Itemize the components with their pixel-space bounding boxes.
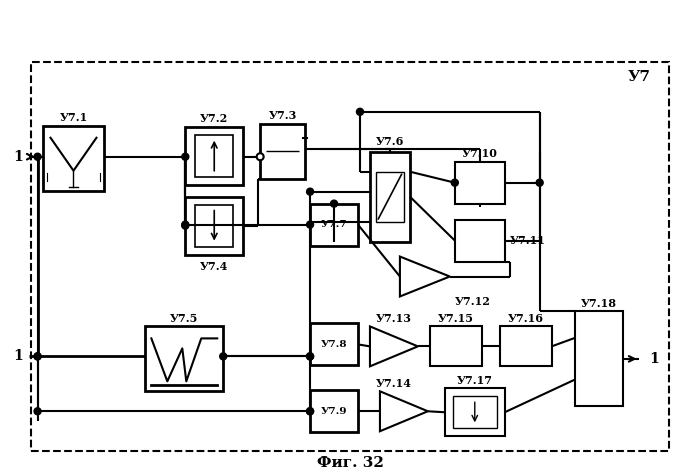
Circle shape xyxy=(307,408,314,415)
Circle shape xyxy=(34,408,41,415)
Circle shape xyxy=(307,353,314,360)
Bar xyxy=(43,126,104,191)
Circle shape xyxy=(34,153,41,160)
Text: У7.18: У7.18 xyxy=(580,298,617,309)
Circle shape xyxy=(356,108,363,115)
Circle shape xyxy=(182,153,189,160)
Text: 1: 1 xyxy=(14,349,24,363)
Text: У7.10: У7.10 xyxy=(462,148,498,159)
Text: У7.9: У7.9 xyxy=(321,407,347,416)
Text: У7.12: У7.12 xyxy=(455,296,491,307)
Circle shape xyxy=(182,221,189,228)
Circle shape xyxy=(307,353,314,360)
Text: У7.15: У7.15 xyxy=(438,313,474,324)
Bar xyxy=(195,205,233,246)
Bar xyxy=(195,135,233,177)
Bar xyxy=(260,124,305,179)
Bar xyxy=(575,312,622,406)
Text: У7.16: У7.16 xyxy=(508,313,544,324)
Bar xyxy=(310,390,358,432)
Bar xyxy=(455,219,505,261)
Bar xyxy=(186,127,243,185)
Bar xyxy=(146,327,223,391)
Circle shape xyxy=(257,153,264,160)
Circle shape xyxy=(34,353,41,360)
Circle shape xyxy=(34,353,41,360)
Text: 1: 1 xyxy=(650,352,659,366)
Text: 1: 1 xyxy=(14,150,24,164)
Bar xyxy=(444,388,505,436)
Circle shape xyxy=(307,221,314,228)
Text: У7.13: У7.13 xyxy=(376,313,412,324)
Circle shape xyxy=(220,353,227,360)
Text: У7.2: У7.2 xyxy=(200,113,228,124)
Bar xyxy=(453,396,497,428)
Text: У7: У7 xyxy=(628,70,651,84)
Circle shape xyxy=(182,222,189,229)
Text: У7.8: У7.8 xyxy=(321,340,347,349)
Bar xyxy=(500,327,552,366)
Bar xyxy=(370,152,410,242)
Circle shape xyxy=(307,408,314,415)
Text: У7.1: У7.1 xyxy=(60,112,88,123)
Text: У7.3: У7.3 xyxy=(268,110,297,121)
Text: У7.6: У7.6 xyxy=(376,136,404,147)
Circle shape xyxy=(330,200,337,207)
Bar xyxy=(310,323,358,365)
Bar xyxy=(455,162,505,203)
Circle shape xyxy=(536,179,543,186)
Text: У7.17: У7.17 xyxy=(457,375,493,386)
Text: У7.11: У7.11 xyxy=(510,235,545,246)
Text: У7.4: У7.4 xyxy=(200,261,228,272)
Bar xyxy=(310,203,358,245)
Bar xyxy=(376,172,404,222)
Bar xyxy=(430,327,482,366)
Text: У7.7: У7.7 xyxy=(321,220,347,229)
Text: У7.14: У7.14 xyxy=(376,378,412,389)
Text: У7.5: У7.5 xyxy=(170,313,199,324)
Bar xyxy=(31,62,669,451)
Circle shape xyxy=(452,179,458,186)
Circle shape xyxy=(307,188,314,195)
Text: Фиг. 32: Фиг. 32 xyxy=(316,456,384,470)
Bar xyxy=(186,197,243,254)
